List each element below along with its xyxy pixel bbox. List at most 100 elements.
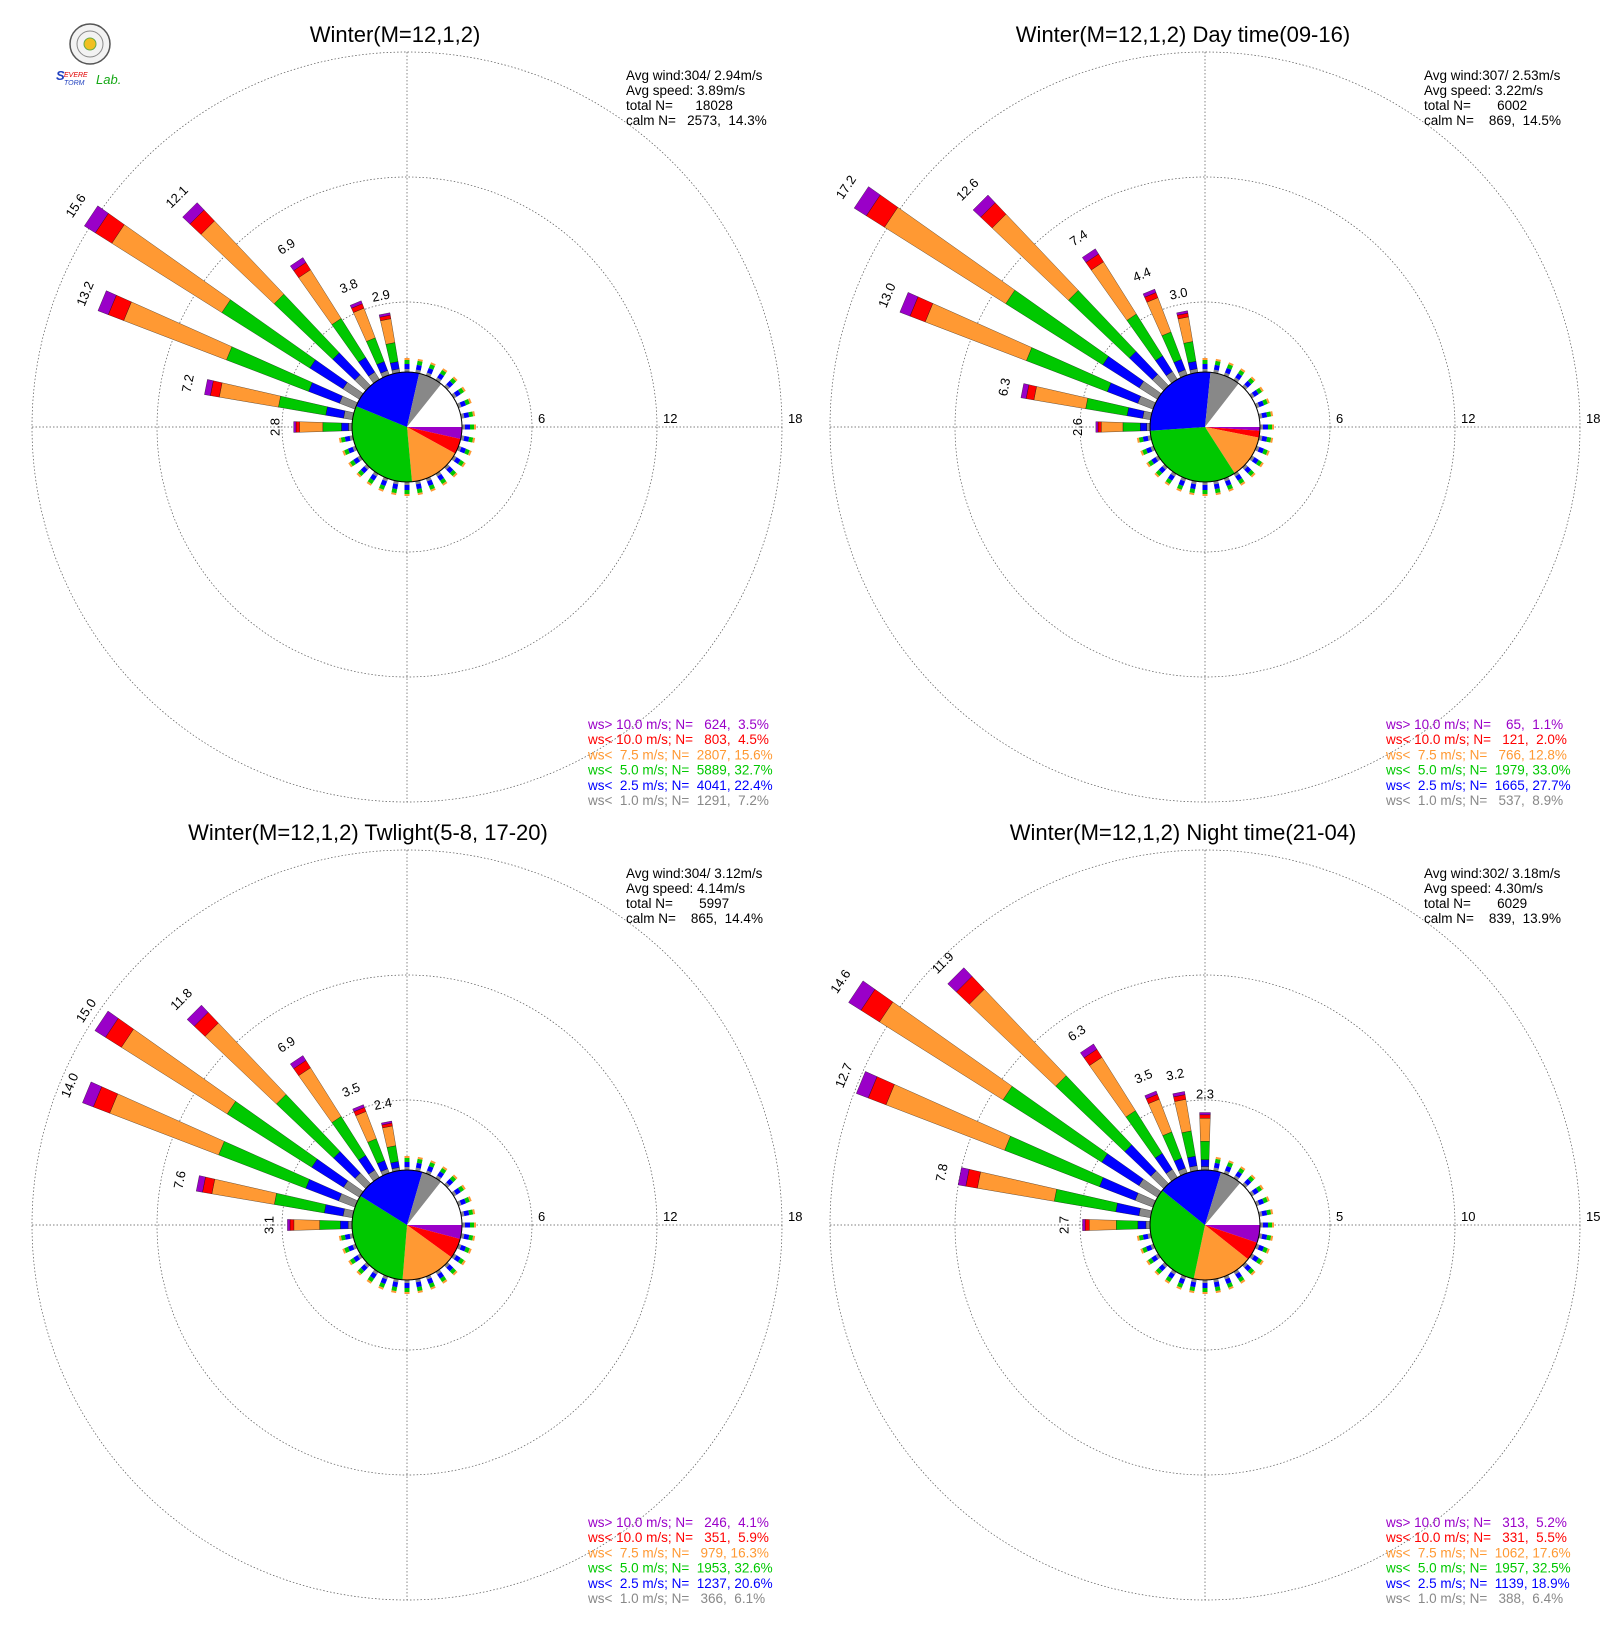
petal-segment-ws_gt_10	[196, 1175, 206, 1193]
legend-entry-ws_lt_1: ws< 1.0 m/s; N= 537, 8.9%	[1385, 793, 1563, 808]
ring-label: 12	[663, 411, 677, 426]
petal-segment-ws_lt_10	[289, 1219, 295, 1231]
minor-petal-segment	[449, 1267, 457, 1275]
minor-petal-segment	[426, 1165, 434, 1173]
petal-segment-ws_lt_10	[1097, 421, 1102, 433]
legend-entry-ws_lt_10: ws< 10.0 m/s; N= 331, 5.5%	[1385, 1530, 1567, 1545]
minor-petal-segment	[1250, 1174, 1256, 1180]
petal-segment-ws_lt_2_5	[1126, 407, 1145, 419]
minor-petal-segment	[1142, 1246, 1148, 1253]
legend-entry-ws_lt_7_5: ws< 7.5 m/s; N= 2807, 15.6%	[587, 747, 773, 762]
minor-petal-segment	[453, 389, 461, 397]
minor-petal-segment	[426, 367, 434, 375]
petal-value-label: 3.0	[1168, 284, 1189, 302]
pie-slice-ws_lt_1	[407, 373, 442, 427]
petal-segment-ws_lt_7_5	[1033, 386, 1088, 409]
minor-petal-segment	[446, 466, 454, 474]
petal-segment-ws_lt_5	[1116, 1220, 1138, 1230]
wind-rose-panel-2: 6 12 18 13.0 17.2 12.6 7.4 4.4 3.0 6.3 2.6 Winter(M…	[829, 22, 1600, 808]
minor-petal-segment	[1214, 360, 1221, 366]
minor-petal-segment	[1177, 484, 1184, 490]
info-total: total N= 6029	[1424, 896, 1527, 911]
minor-petal-segment	[415, 483, 422, 490]
info-calm: calm N= 869, 14.5%	[1424, 113, 1561, 128]
petal-segment-ws_lt_7_5	[293, 1219, 320, 1231]
minor-petal-segment	[437, 473, 445, 481]
minor-petal-segment	[1154, 472, 1160, 478]
petal-segment-ws_gt_10	[957, 1167, 970, 1187]
minor-petal-segment	[1258, 1211, 1263, 1217]
minor-petal-segment	[367, 477, 375, 485]
panel-title: Winter(M=12,1,2) Twlight(5-8, 17-20)	[188, 820, 548, 845]
minor-petal-segment	[426, 1277, 434, 1285]
petal-segment-ws_lt_5	[278, 395, 328, 416]
minor-petal-segment	[461, 462, 466, 468]
pie-slice-calm	[407, 384, 462, 427]
minor-petal-segment	[415, 1167, 421, 1172]
minor-petal-segment	[1261, 1210, 1268, 1217]
minor-petal-segment	[430, 1285, 436, 1290]
minor-petal-segment	[449, 377, 457, 385]
petal-segment-ws_lt_1	[1138, 1208, 1152, 1218]
minor-petal-segment	[1255, 459, 1263, 467]
petal-value-label: 2.8	[268, 418, 283, 436]
pie-slice-ws_lt_10	[1205, 427, 1260, 438]
minor-petal-segment	[430, 362, 436, 367]
legend-entry-ws_lt_2_5: ws< 2.5 m/s; N= 1237, 20.6%	[587, 1576, 773, 1591]
petal-segment-ws_lt_5	[322, 422, 342, 432]
minor-petal-segment	[1233, 377, 1240, 383]
pie-outline	[1149, 1169, 1261, 1281]
petal-segment-ws_gt_10	[1095, 421, 1099, 433]
petal-segment-ws_lt_7_5	[353, 307, 376, 342]
minor-petal-segment	[416, 360, 423, 366]
minor-petal-segment	[1147, 435, 1152, 441]
info-avg-speed: Avg speed: 3.89m/s	[626, 83, 745, 98]
minor-petal-segment	[1233, 1269, 1240, 1275]
petal-value-label: 13.0	[875, 281, 899, 310]
minor-petal-segment	[1147, 1233, 1152, 1239]
petal-segment-ws_lt_7_5	[123, 301, 233, 361]
minor-petal-segment	[1247, 1175, 1255, 1183]
minor-petal-segment	[468, 411, 474, 418]
minor-petal-segment	[347, 1244, 355, 1252]
petal-segment-ws_lt_7_5	[380, 318, 396, 345]
minor-petal-segment	[352, 445, 358, 452]
minor-petal-segment	[425, 372, 432, 378]
petal-value-label: 14.0	[58, 1071, 82, 1100]
minor-petal-segment	[468, 1209, 474, 1216]
legend-entry-ws_gt_10: ws> 10.0 m/s; N= 624, 3.5%	[587, 717, 769, 732]
minor-petal-segment	[1145, 1244, 1153, 1252]
minor-petal-segment	[1226, 484, 1233, 490]
minor-petal-segment	[378, 1285, 384, 1290]
petal-segment-ws_gt_10	[848, 980, 876, 1011]
minor-petal-segment	[1224, 367, 1232, 375]
minor-petal-segment	[1233, 1175, 1240, 1181]
minor-petal-segment	[1259, 386, 1264, 392]
info-calm: calm N= 865, 14.4%	[626, 911, 763, 926]
minor-petal-segment	[1223, 372, 1230, 378]
petal-segment-ws_lt_2_5	[1137, 1220, 1147, 1230]
petal-value-label: 4.4	[1131, 264, 1153, 285]
minor-petal-segment	[446, 1178, 454, 1186]
petal-segment-ws_lt_5	[1122, 422, 1141, 432]
minor-petal-segment	[382, 476, 389, 482]
minor-petal-segment	[1189, 1286, 1196, 1292]
petal-segment-ws_lt_2_5	[340, 1220, 349, 1230]
minor-petal-segment	[1261, 412, 1268, 419]
minor-petal-segment	[344, 1233, 351, 1240]
minor-petal-segment	[1147, 1257, 1155, 1265]
minor-petal-segment	[1259, 462, 1264, 468]
pie-outline	[351, 1169, 463, 1281]
petal-segment-ws_lt_1	[348, 423, 353, 431]
minor-petal-segment	[356, 472, 362, 478]
petal-segment-ws_gt_10	[1144, 1090, 1158, 1100]
minor-petal-segment	[379, 1282, 386, 1288]
minor-petal-segment	[1255, 387, 1263, 395]
minor-petal-segment	[348, 1260, 353, 1266]
minor-petal-segment	[464, 448, 470, 455]
legend-entry-ws_lt_10: ws< 10.0 m/s; N= 121, 2.0%	[1385, 732, 1567, 747]
svg-text:S: S	[56, 68, 65, 83]
minor-petal-segment	[1226, 1162, 1233, 1168]
minor-petal-segment	[461, 1184, 466, 1190]
legend-entry-ws_gt_10: ws> 10.0 m/s; N= 313, 5.2%	[1385, 1515, 1567, 1530]
